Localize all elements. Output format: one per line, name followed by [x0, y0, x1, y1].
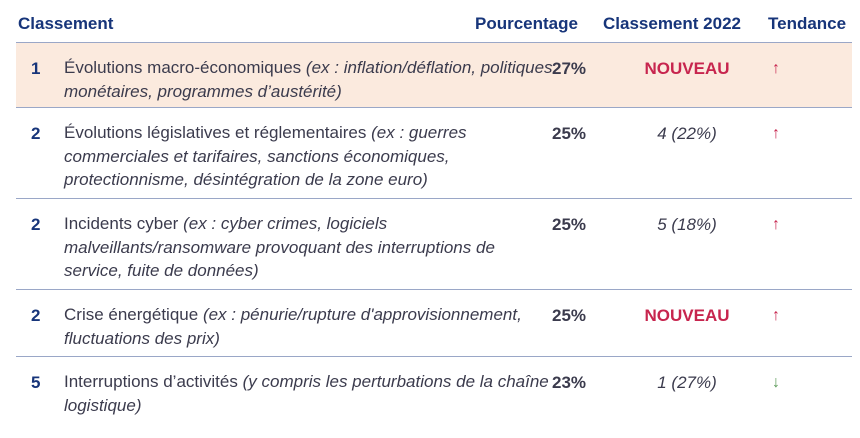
- arrow-up-icon: ↑: [772, 60, 780, 77]
- row-rank-2022: NOUVEAU: [644, 59, 730, 78]
- row-example: (ex : cyber crimes, logiciels malveillan…: [64, 214, 495, 280]
- header-divider: [16, 42, 852, 43]
- row-percentage: 25%: [552, 124, 587, 143]
- row-description: Évolutions législatives et réglementaire…: [64, 121, 554, 192]
- table-row: 2 Crise énergétique (ex : pénurie/ruptur…: [16, 290, 852, 357]
- row-rank-2022: 4 (22%): [657, 124, 717, 143]
- row-title: Évolutions macro-économiques: [64, 58, 302, 77]
- table-header: Classement Pourcentage Classement 2022 T…: [0, 0, 860, 38]
- row-rank: 5: [31, 373, 41, 392]
- arrow-up-icon: ↑: [772, 216, 780, 233]
- row-rank: 2: [31, 306, 41, 325]
- row-rank: 2: [31, 215, 41, 234]
- arrow-down-icon: ↓: [772, 374, 780, 391]
- row-example: (ex : guerres commerciales et tarifaires…: [64, 123, 467, 189]
- row-title: Incidents cyber: [64, 214, 179, 233]
- row-title: Évolutions législatives et réglementaire…: [64, 123, 367, 142]
- header-rank-2022: Classement 2022: [603, 14, 741, 33]
- row-title: Crise énergétique: [64, 305, 199, 324]
- row-percentage: 25%: [552, 306, 587, 325]
- row-percentage: 25%: [552, 215, 587, 234]
- row-rank-2022: NOUVEAU: [644, 306, 730, 325]
- row-example: (ex : pénurie/rupture d'approvisionnemen…: [64, 305, 522, 348]
- row-rank-2022: 1 (27%): [657, 373, 717, 392]
- row-rank: 1: [31, 59, 41, 78]
- row-description: Interruptions d’activités (y compris les…: [64, 370, 554, 417]
- row-percentage: 23%: [552, 373, 587, 392]
- arrow-up-icon: ↑: [772, 307, 780, 324]
- header-trend: Tendance: [768, 14, 847, 33]
- row-title: Interruptions d’activités: [64, 372, 238, 391]
- row-description: Crise énergétique (ex : pénurie/rupture …: [64, 303, 554, 350]
- row-description: Évolutions macro-économiques (ex : infla…: [64, 56, 554, 103]
- row-example: (ex : inflation/déflation, politiques mo…: [64, 58, 553, 101]
- row-percentage: 27%: [552, 59, 587, 78]
- table-row: 2 Évolutions législatives et réglementai…: [16, 108, 852, 199]
- row-description: Incidents cyber (ex : cyber crimes, logi…: [64, 212, 554, 283]
- table-row: 5 Interruptions d’activités (y compris l…: [16, 357, 852, 423]
- arrow-up-icon: ↑: [772, 125, 780, 142]
- table-row: 2 Incidents cyber (ex : cyber crimes, lo…: [16, 199, 852, 290]
- row-example: (y compris les perturbations de la chaîn…: [64, 372, 549, 415]
- table-row: 1 Évolutions macro-économiques (ex : inf…: [16, 43, 852, 108]
- header-percentage: Pourcentage: [475, 14, 578, 33]
- row-rank-2022: 5 (18%): [657, 215, 717, 234]
- header-rank: Classement: [18, 14, 114, 33]
- row-rank: 2: [31, 124, 41, 143]
